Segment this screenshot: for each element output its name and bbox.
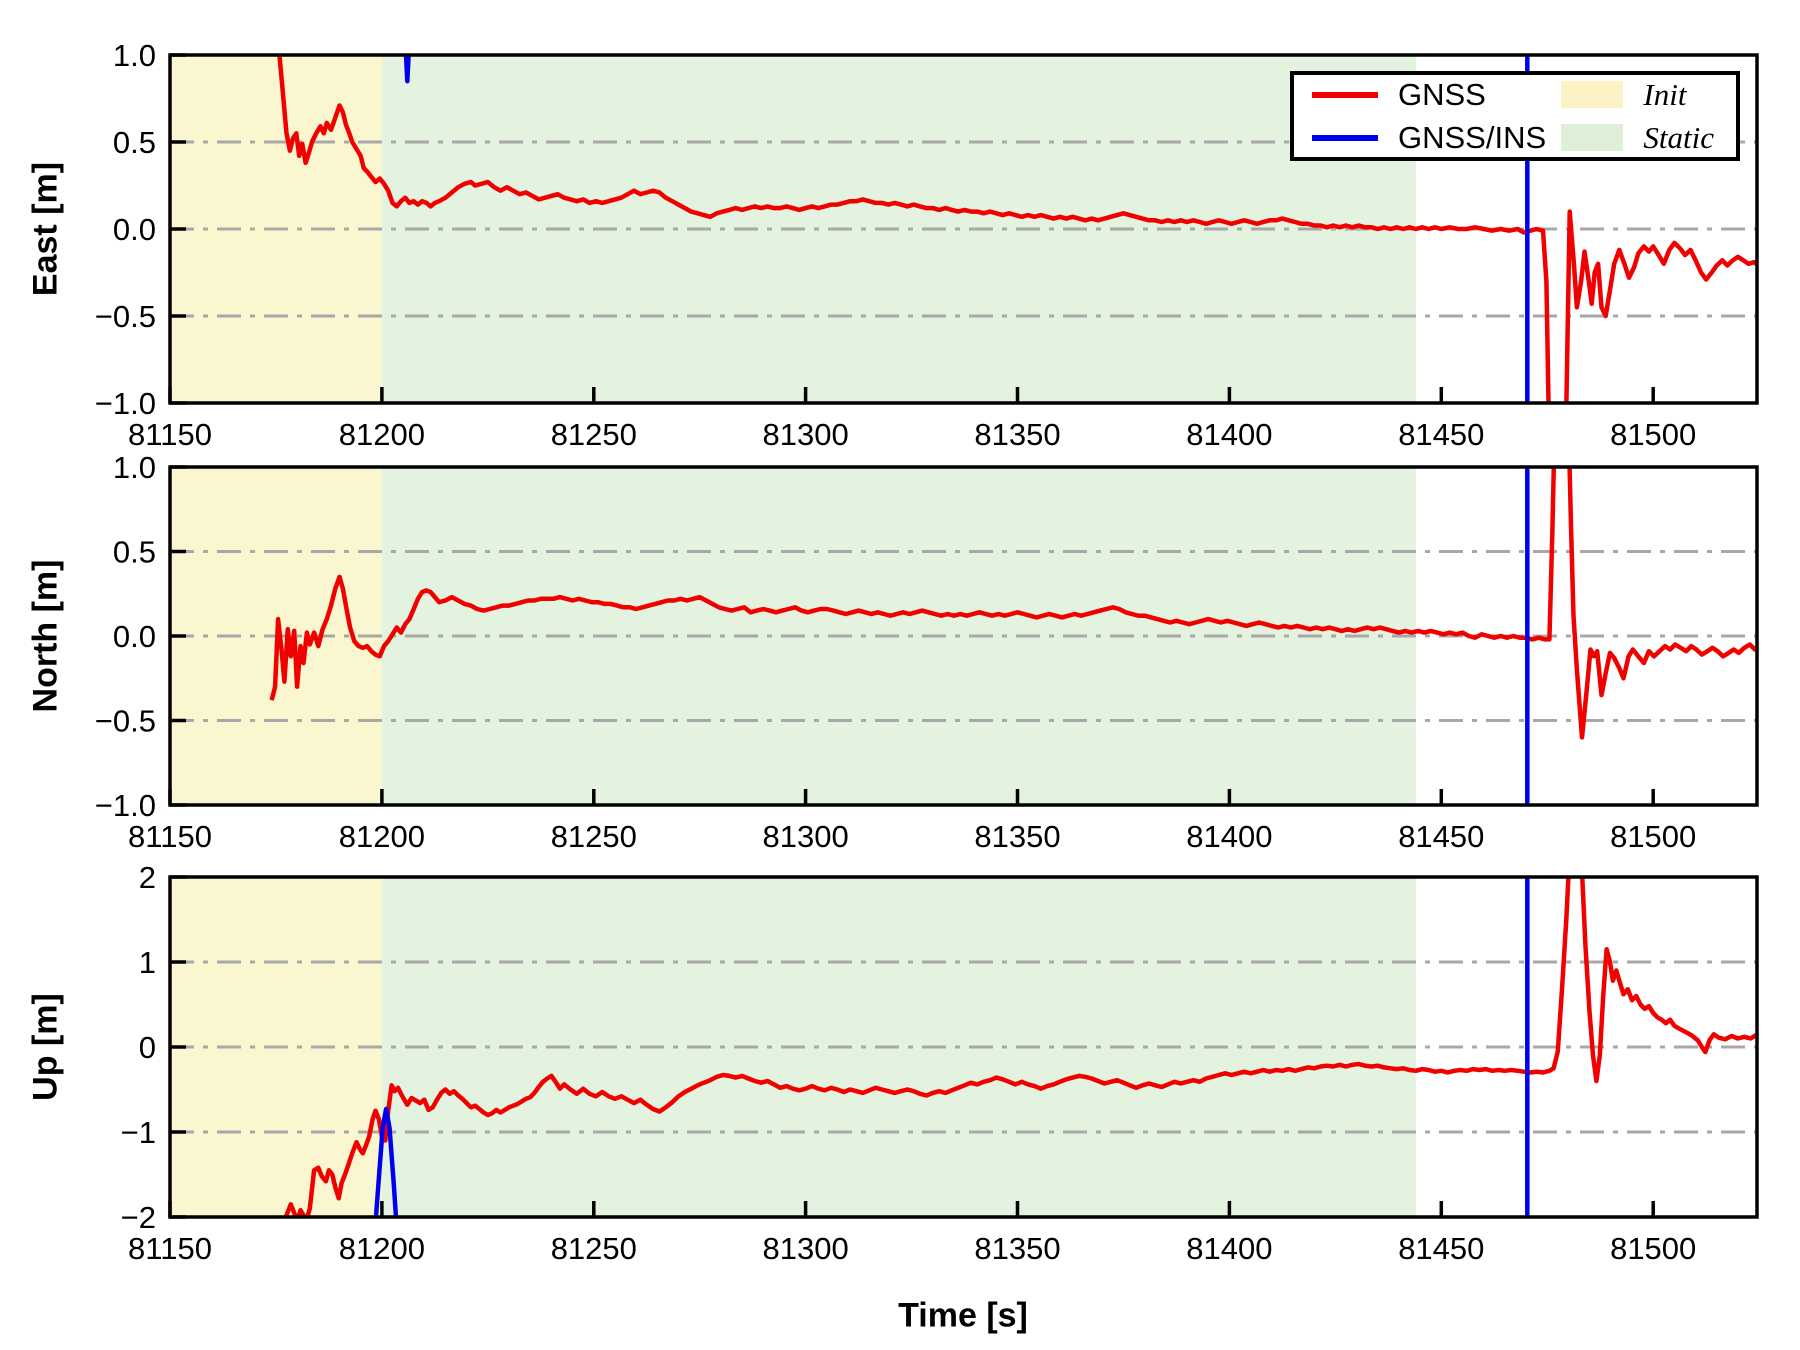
legend-entry-init: Init <box>1561 77 1714 113</box>
gnss-series-up <box>283 877 1757 1217</box>
legend-lines-column: GNSS GNSS/INS <box>1312 77 1546 156</box>
subplot-up: 81150 81200 81250 81300 81350 81400 81450 81500… <box>121 860 1759 1266</box>
series-group <box>269 467 1757 805</box>
x-tick-label: 81150 <box>128 1231 212 1266</box>
legend-label-static: Static <box>1643 120 1714 155</box>
subplot-east: 81150 81200 81250 81300 81350 81400 81450 81500… <box>95 38 1759 452</box>
static-patch-swatch <box>1561 124 1624 151</box>
y-tick-label: 0.5 <box>113 535 156 570</box>
y-tick-label: 0 <box>139 1030 156 1065</box>
y-axis-label-east: East [m] <box>26 161 65 297</box>
legend-patches-column: Init Static <box>1561 77 1714 156</box>
legend-label-gnss-ins: GNSS/INS <box>1398 120 1547 155</box>
y-tick-label: −0.5 <box>95 299 156 334</box>
y-tick-label: −2 <box>121 1200 156 1235</box>
gnss-ins-series-east <box>403 55 411 84</box>
x-tick-label: 81350 <box>974 819 1060 854</box>
x-axis-label-time: Time [s] <box>898 1296 1028 1335</box>
x-tick-label: 81300 <box>762 819 848 854</box>
y-tick-label: 0.5 <box>113 125 156 160</box>
x-tick-label: 81400 <box>1186 1231 1272 1266</box>
y-tick-label: −0.5 <box>95 704 156 739</box>
legend-entry-static: Static <box>1561 120 1714 156</box>
x-tick-label: 81250 <box>551 417 637 452</box>
legend-label-init: Init <box>1643 77 1687 112</box>
x-tick-label: 81500 <box>1610 1231 1696 1266</box>
x-tick-label: 81200 <box>339 819 425 854</box>
gnss-series-east <box>277 55 1757 403</box>
legend-entry-gnss-ins: GNSS/INS <box>1312 120 1546 156</box>
y-tick-label: 1.0 <box>113 38 156 73</box>
x-tick-label: 81300 <box>762 1231 848 1266</box>
x-tick-label: 81200 <box>339 1231 425 1266</box>
x-tick-label: 81350 <box>974 1231 1060 1266</box>
y-axis-label-north: North [m] <box>26 559 65 713</box>
x-tick-label: 81450 <box>1398 819 1484 854</box>
y-tick-label: −1.0 <box>95 788 156 823</box>
gnss-series-north <box>269 467 1757 740</box>
gnss-line-swatch <box>1312 91 1378 98</box>
y-tick-label: −1.0 <box>95 386 156 421</box>
x-tick-label: 81500 <box>1610 819 1696 854</box>
x-tick-label: 81150 <box>128 417 212 452</box>
legend: GNSS GNSS/INS Init Static <box>1290 71 1740 161</box>
x-tick-label: 81250 <box>551 1231 637 1266</box>
gnss-ins-line-swatch <box>1312 134 1378 141</box>
y-tick-label: −1 <box>121 1115 156 1150</box>
x-tick-label: 81200 <box>339 417 425 452</box>
y-axis-label-up: Up [m] <box>26 993 65 1101</box>
x-tick-label: 81400 <box>1186 417 1272 452</box>
x-tick-label: 81400 <box>1186 819 1272 854</box>
x-tick-label: 81300 <box>762 417 848 452</box>
x-tick-label: 81150 <box>128 819 212 854</box>
gnss-ins-series-up <box>373 1106 399 1217</box>
legend-entry-gnss: GNSS <box>1312 77 1546 113</box>
y-tick-label: 0.0 <box>113 619 156 654</box>
x-tick-label: 81450 <box>1398 1231 1484 1266</box>
x-tick-label: 81250 <box>551 819 637 854</box>
y-tick-label: 1 <box>139 945 156 980</box>
legend-label-gnss: GNSS <box>1398 77 1486 112</box>
y-tick-label: 0.0 <box>113 212 156 247</box>
x-tick-label: 81450 <box>1398 417 1484 452</box>
init-patch-swatch <box>1561 81 1624 108</box>
subplot-north: 81150 81200 81250 81300 81350 81400 81450 81500… <box>95 450 1759 854</box>
x-tick-label: 81350 <box>974 417 1060 452</box>
y-tick-label: 1.0 <box>113 450 156 485</box>
y-tick-label: 2 <box>139 860 156 895</box>
x-tick-label: 81500 <box>1610 417 1696 452</box>
series-group <box>283 877 1757 1217</box>
